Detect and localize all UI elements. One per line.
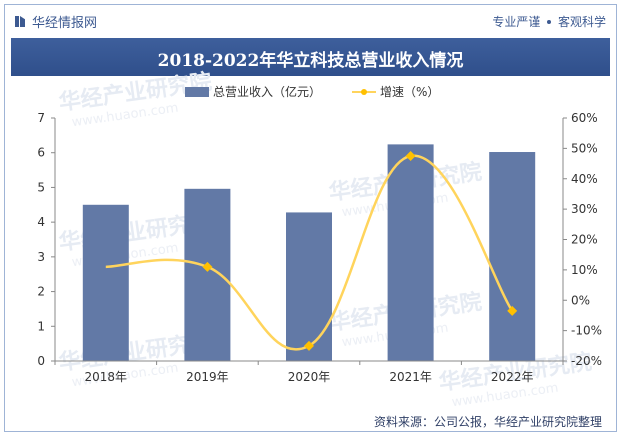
right-tick-label: -10% bbox=[571, 324, 602, 338]
left-tick-label: 3 bbox=[37, 250, 45, 264]
right-tick-label: 50% bbox=[571, 141, 598, 155]
x-tick-label: 2021年 bbox=[389, 370, 432, 384]
legend-line-marker bbox=[361, 89, 367, 95]
title-bar: 2018-2022年华立科技总营业收入情况 bbox=[11, 38, 610, 76]
left-tick-label: 0 bbox=[37, 354, 45, 368]
brand: 华经情报网 bbox=[15, 12, 97, 31]
slogan-right: 客观科学 bbox=[557, 15, 606, 29]
left-tick-label: 2 bbox=[37, 285, 45, 299]
right-tick-label: 20% bbox=[571, 233, 598, 247]
legend-bar-swatch bbox=[185, 87, 209, 97]
left-tick-label: 6 bbox=[37, 146, 45, 160]
left-tick-label: 5 bbox=[37, 180, 45, 194]
source-note: 资料来源：公司公报，华经产业研究院整理 bbox=[373, 415, 602, 429]
chart-title: 2018-2022年华立科技总营业收入情况 bbox=[157, 51, 464, 71]
right-tick-label: 0% bbox=[571, 293, 590, 307]
legend-line-label: 增速（%） bbox=[380, 85, 439, 99]
bar-2 bbox=[184, 188, 231, 361]
x-tick-label: 2022年 bbox=[491, 370, 534, 384]
bar-1 bbox=[82, 204, 129, 361]
growth-point-3 bbox=[304, 340, 314, 351]
right-tick-label: 60% bbox=[571, 111, 598, 125]
left-tick-label: 4 bbox=[37, 215, 45, 229]
slogan: 专业严谨 客观科学 bbox=[492, 13, 606, 30]
growth-point-2 bbox=[202, 261, 213, 272]
right-tick-label: -20% bbox=[571, 354, 602, 368]
bar-5 bbox=[489, 152, 536, 361]
brand-name: 华经情报网 bbox=[32, 16, 98, 31]
left-tick-label: 7 bbox=[37, 111, 45, 125]
logo-icon bbox=[15, 15, 26, 28]
bullet-icon bbox=[547, 19, 552, 24]
bar-3 bbox=[286, 212, 332, 361]
right-tick-label: 10% bbox=[571, 263, 598, 277]
x-tick-label: 2019年 bbox=[186, 370, 229, 384]
x-tick-label: 2018年 bbox=[85, 370, 128, 384]
top-bar: 华经情报网 专业严谨 客观科学 bbox=[5, 5, 618, 37]
x-tick-label: 2020年 bbox=[288, 370, 331, 384]
right-tick-label: 30% bbox=[571, 202, 598, 216]
legend-bar-label: 总营业收入（亿元） bbox=[213, 84, 321, 99]
growth-point-4 bbox=[405, 150, 416, 161]
right-tick-label: 40% bbox=[571, 172, 598, 186]
growth-point-5 bbox=[507, 305, 518, 316]
slogan-left: 专业严谨 bbox=[492, 15, 541, 29]
growth-line bbox=[105, 154, 514, 351]
left-tick-label: 1 bbox=[37, 319, 45, 333]
bar-4 bbox=[387, 144, 434, 361]
